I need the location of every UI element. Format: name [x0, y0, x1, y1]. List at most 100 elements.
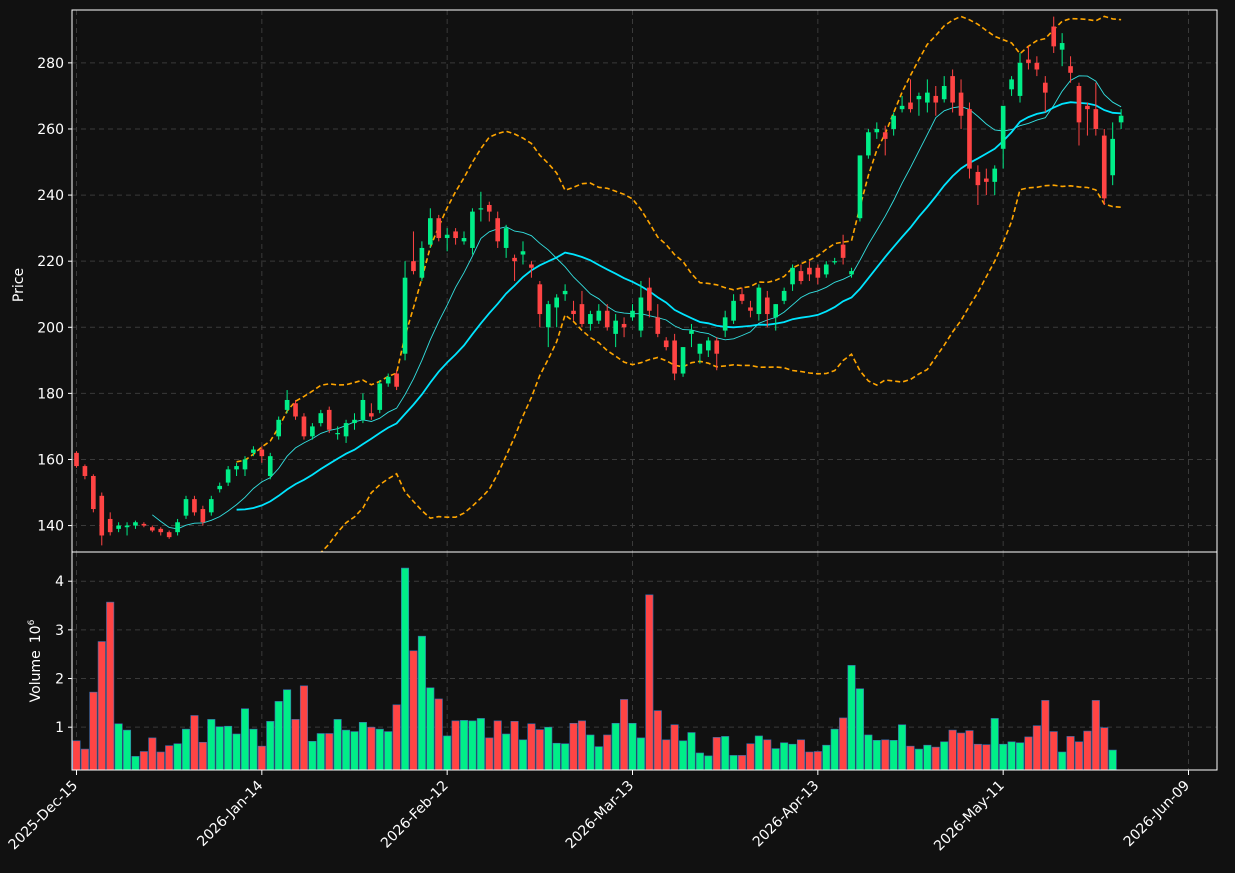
volume-bar: [679, 740, 688, 770]
candle-body: [731, 300, 736, 321]
volume-bar: [931, 746, 940, 770]
candle-body: [1017, 62, 1023, 96]
price-tick-label: 220: [37, 254, 64, 270]
candle: [941, 76, 947, 103]
volume-bar: [603, 734, 612, 770]
volume-bar: [881, 739, 890, 770]
price-tick-label: 200: [37, 320, 64, 336]
volume-bar: [384, 731, 393, 770]
candle: [394, 370, 399, 391]
candle-body: [908, 102, 913, 110]
volume-bar: [426, 687, 435, 770]
candle-body: [293, 403, 298, 417]
volume-bar: [839, 717, 848, 770]
candle: [461, 231, 467, 245]
volume-bar: [561, 743, 570, 770]
candle-body: [739, 294, 745, 301]
candle-body: [453, 231, 458, 239]
candle: [697, 343, 703, 364]
candle: [613, 314, 618, 348]
volume-bar: [1108, 749, 1117, 770]
candle-body: [840, 244, 846, 258]
volume-bar: [527, 723, 536, 770]
candle: [916, 92, 922, 116]
volume-scale-exponent: 6: [27, 619, 37, 625]
x-tick-label: 2026-Feb-12: [378, 778, 452, 852]
candle-body: [116, 525, 121, 529]
candle: [1009, 76, 1014, 96]
volume-bar: [535, 729, 544, 770]
candle: [520, 241, 526, 265]
candle: [116, 522, 121, 533]
volume-bar: [628, 722, 637, 770]
candle-body: [402, 277, 408, 354]
price-tick-label: 240: [37, 188, 64, 204]
candle: [739, 287, 745, 305]
candle: [950, 69, 955, 113]
candle-body: [74, 452, 79, 467]
volume-bar: [417, 635, 426, 770]
candle: [958, 79, 964, 129]
candle-body: [857, 155, 863, 219]
x-tick-label: 2026-May-11: [931, 778, 1008, 855]
volume-bar: [131, 756, 140, 770]
candle: [588, 310, 593, 331]
volume-tick-label: 3: [55, 623, 64, 639]
candle: [183, 495, 189, 519]
volume-bar: [687, 732, 696, 770]
candle: [284, 390, 290, 414]
candle: [1059, 33, 1065, 67]
volume-bar: [645, 594, 654, 770]
candle-body: [411, 261, 416, 272]
volume-bar: [670, 724, 679, 770]
candle: [419, 241, 425, 281]
volume-bar: [577, 720, 586, 770]
candle: [444, 228, 450, 252]
candle-body: [958, 92, 964, 116]
candle-body: [183, 499, 189, 516]
candle-body: [714, 340, 720, 354]
candle: [107, 512, 113, 536]
candle-body: [217, 485, 223, 490]
volume-bar: [518, 739, 527, 770]
candle: [436, 214, 442, 242]
volume-bar: [409, 650, 418, 770]
volume-bar: [999, 743, 1008, 770]
volume-bar: [990, 718, 999, 770]
candle-body: [596, 310, 602, 321]
volume-bar: [940, 741, 949, 770]
candle-body: [520, 251, 526, 255]
volume-bar: [451, 720, 460, 770]
candle: [343, 419, 349, 443]
volume-bar: [198, 741, 207, 770]
candle-body: [579, 304, 585, 324]
candle: [385, 373, 391, 387]
volume-bar: [215, 726, 224, 770]
volume-bar: [468, 720, 477, 770]
volume-bar: [914, 748, 923, 770]
candle: [773, 304, 779, 331]
candle: [714, 337, 720, 371]
price-tick-label: 160: [37, 452, 64, 468]
candle: [571, 300, 576, 321]
candle: [731, 294, 736, 324]
candle: [621, 317, 627, 338]
candle-body: [697, 343, 703, 354]
volume-bar: [434, 698, 443, 770]
candle-body: [1009, 79, 1014, 90]
candle-body: [925, 92, 930, 103]
volume-bar: [1041, 700, 1050, 770]
volume-bar: [1066, 736, 1075, 770]
candle-body: [630, 310, 635, 318]
candle: [790, 264, 795, 291]
candle: [251, 446, 256, 457]
candle-body: [1042, 82, 1048, 93]
sma-slow-line: [236, 101, 1122, 511]
candle-body: [385, 376, 391, 384]
candle: [99, 492, 105, 546]
candle: [638, 281, 644, 338]
volume-tick-label: 1: [55, 720, 64, 736]
candle-body: [1101, 135, 1107, 199]
candle: [798, 264, 804, 285]
candle-body: [512, 257, 517, 262]
